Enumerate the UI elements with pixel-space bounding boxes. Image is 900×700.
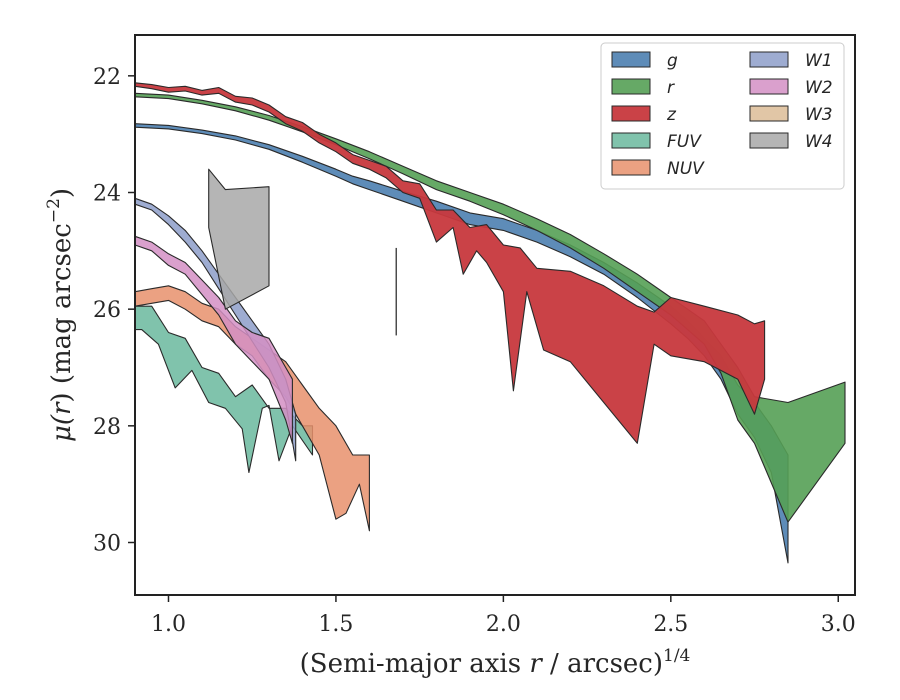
- y-tick-label: 30: [93, 532, 121, 557]
- y-axis-ticks: 22 24 26 28 30: [93, 65, 135, 557]
- legend-label-w2: W2: [805, 78, 833, 98]
- band-z: [134, 82, 766, 444]
- legend: grz FUV NUV W1 W2 W3 W4: [600, 42, 845, 190]
- legend-swatch-r: [611, 78, 651, 95]
- band-r: [134, 92, 846, 523]
- x-axis-label: (Semi-major axis r / arcsec)1/4: [300, 646, 691, 679]
- legend-label-w3: W3: [805, 105, 833, 125]
- legend-label-g: g: [667, 51, 678, 71]
- y-tick-label: 22: [93, 65, 121, 90]
- legend-label-nuv: NUV: [667, 159, 705, 179]
- legend-label-r: r: [667, 78, 675, 98]
- y-tick-label: 24: [93, 182, 121, 207]
- legend-swatch-w3: [749, 105, 789, 122]
- band-layer: [134, 82, 846, 564]
- x-tick-label: 1.5: [318, 612, 353, 637]
- legend-label-w4: W4: [805, 132, 833, 152]
- y-axis-label: μ(r) (mag arcsec−2): [44, 188, 77, 442]
- axes-frame: [134, 34, 856, 596]
- x-tick-label: 2.0: [486, 612, 521, 637]
- x-tick-label: 1.0: [151, 612, 186, 637]
- legend-label-z: z: [666, 105, 677, 125]
- legend-swatch-w1: [749, 51, 789, 68]
- band-g: [134, 123, 789, 564]
- x-tick-label: 2.5: [653, 612, 688, 637]
- legend-swatch-w2: [749, 78, 789, 95]
- band-w1: [134, 197, 297, 462]
- x-axis-ticks: 1.0 1.5 2.0 2.5 3.0: [151, 595, 856, 637]
- band-w2: [134, 235, 293, 444]
- y-tick-label: 26: [93, 298, 121, 323]
- legend-label-fuv: FUV: [667, 132, 702, 152]
- y-tick-label: 28: [93, 415, 121, 440]
- legend-swatch-nuv: [611, 159, 651, 176]
- legend-swatch-z: [611, 105, 651, 122]
- x-tick-label: 3.0: [821, 612, 856, 637]
- legend-label-w1: W1: [805, 51, 833, 71]
- legend-swatch-w4: [749, 132, 789, 149]
- band-w4: [208, 168, 270, 310]
- legend-swatch-fuv: [611, 132, 651, 149]
- legend-swatch-g: [611, 51, 651, 68]
